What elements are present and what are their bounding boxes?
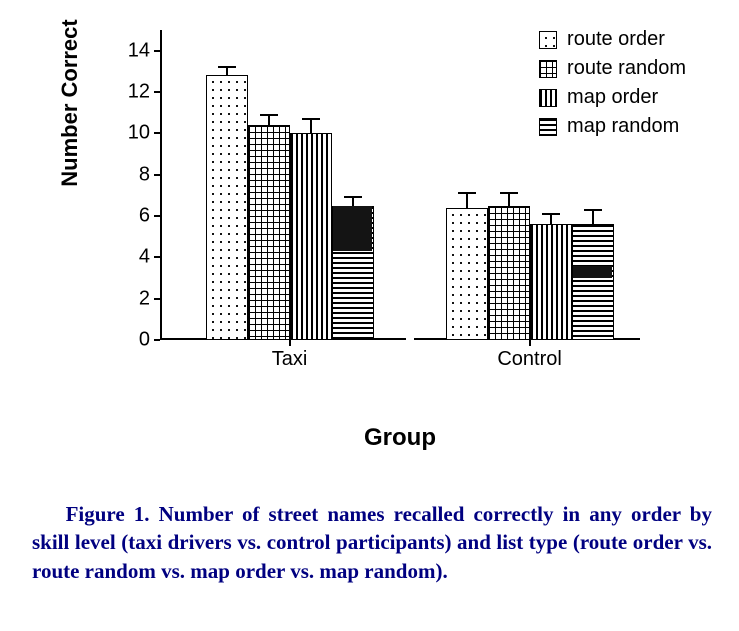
y-tick-label: 12	[128, 81, 150, 104]
legend-item-route-order: route order	[539, 28, 686, 51]
y-tick-label: 6	[139, 205, 150, 228]
legend-swatch	[539, 89, 557, 107]
error-bar-cap	[584, 209, 602, 211]
figure-container: Number Correct 02468101214TaxiControl Gr…	[30, 20, 710, 380]
error-bar-stem	[352, 197, 354, 205]
y-tick	[154, 298, 160, 300]
y-axis-title: Number Correct	[57, 19, 83, 186]
error-bar-stem	[268, 115, 270, 125]
legend-item-route-random: route random	[539, 57, 686, 80]
error-bar-cap	[344, 196, 362, 198]
error-bar-cap	[458, 192, 476, 194]
y-tick-label: 14	[128, 39, 150, 62]
x-tick	[529, 340, 531, 346]
error-bar-cap	[542, 213, 560, 215]
legend-label: route order	[567, 28, 665, 51]
y-tick-label: 10	[128, 122, 150, 145]
figure-caption: Figure 1. Number of street names recalle…	[32, 500, 712, 585]
bar-taxi-route-order	[206, 75, 248, 340]
error-bar-stem	[508, 193, 510, 205]
y-tick	[154, 174, 160, 176]
legend-label: route random	[567, 57, 686, 80]
error-bar-cap	[260, 114, 278, 116]
legend-item-map-random: map random	[539, 115, 686, 138]
error-bar-cap	[500, 192, 518, 194]
x-group-label: Control	[497, 348, 561, 371]
y-tick	[154, 256, 160, 258]
y-tick-label: 0	[139, 329, 150, 352]
y-tick	[154, 91, 160, 93]
bar-taxi-map-order	[290, 133, 332, 340]
legend-label: map random	[567, 115, 679, 138]
bar-dark-band	[333, 206, 372, 251]
y-tick-label: 2	[139, 287, 150, 310]
y-tick	[154, 50, 160, 52]
error-bar-stem	[466, 193, 468, 207]
bar-taxi-route-random	[248, 125, 290, 340]
bar-dark-band	[573, 266, 612, 278]
error-bar-stem	[310, 119, 312, 133]
legend-item-map-order: map order	[539, 86, 686, 109]
y-tick-label: 8	[139, 163, 150, 186]
x-axis-title: Group	[364, 424, 436, 452]
y-tick-label: 4	[139, 246, 150, 269]
error-bar-stem	[226, 67, 228, 75]
bar-chart: Number Correct 02468101214TaxiControl Gr…	[70, 20, 690, 380]
legend-label: map order	[567, 86, 658, 109]
y-tick	[154, 132, 160, 134]
y-axis-line	[160, 30, 162, 340]
bar-control-map-random	[572, 224, 614, 340]
error-bar-cap	[302, 118, 320, 120]
bar-control-route-random	[488, 206, 530, 340]
legend-swatch	[539, 118, 557, 136]
bar-control-map-order	[530, 224, 572, 340]
error-bar-stem	[550, 214, 552, 224]
x-group-label: Taxi	[272, 348, 308, 371]
legend-swatch	[539, 60, 557, 78]
legend: route order route random map order map rand…	[535, 20, 690, 146]
x-tick	[289, 340, 291, 346]
error-bar-cap	[218, 66, 236, 68]
bar-control-route-order	[446, 208, 488, 340]
error-bar-stem	[592, 210, 594, 224]
y-tick	[154, 215, 160, 217]
legend-swatch	[539, 31, 557, 49]
